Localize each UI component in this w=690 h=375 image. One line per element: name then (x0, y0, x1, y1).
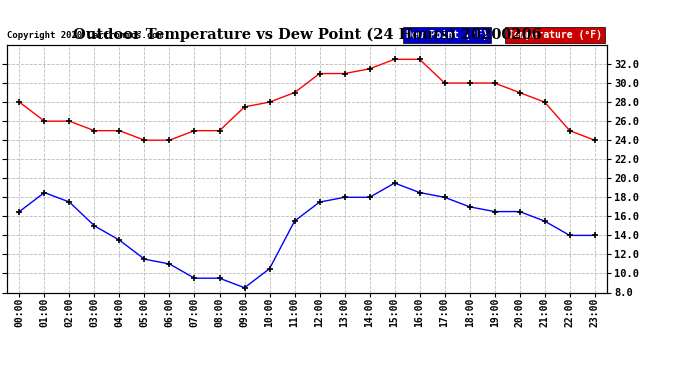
Text: Copyright 2020 Cartronics.com: Copyright 2020 Cartronics.com (7, 31, 163, 40)
Title: Outdoor Temperature vs Dew Point (24 Hours) 20200206: Outdoor Temperature vs Dew Point (24 Hou… (72, 28, 542, 42)
Text: Temperature (°F): Temperature (°F) (508, 30, 602, 40)
Text: Dew Point (°F): Dew Point (°F) (406, 30, 489, 40)
